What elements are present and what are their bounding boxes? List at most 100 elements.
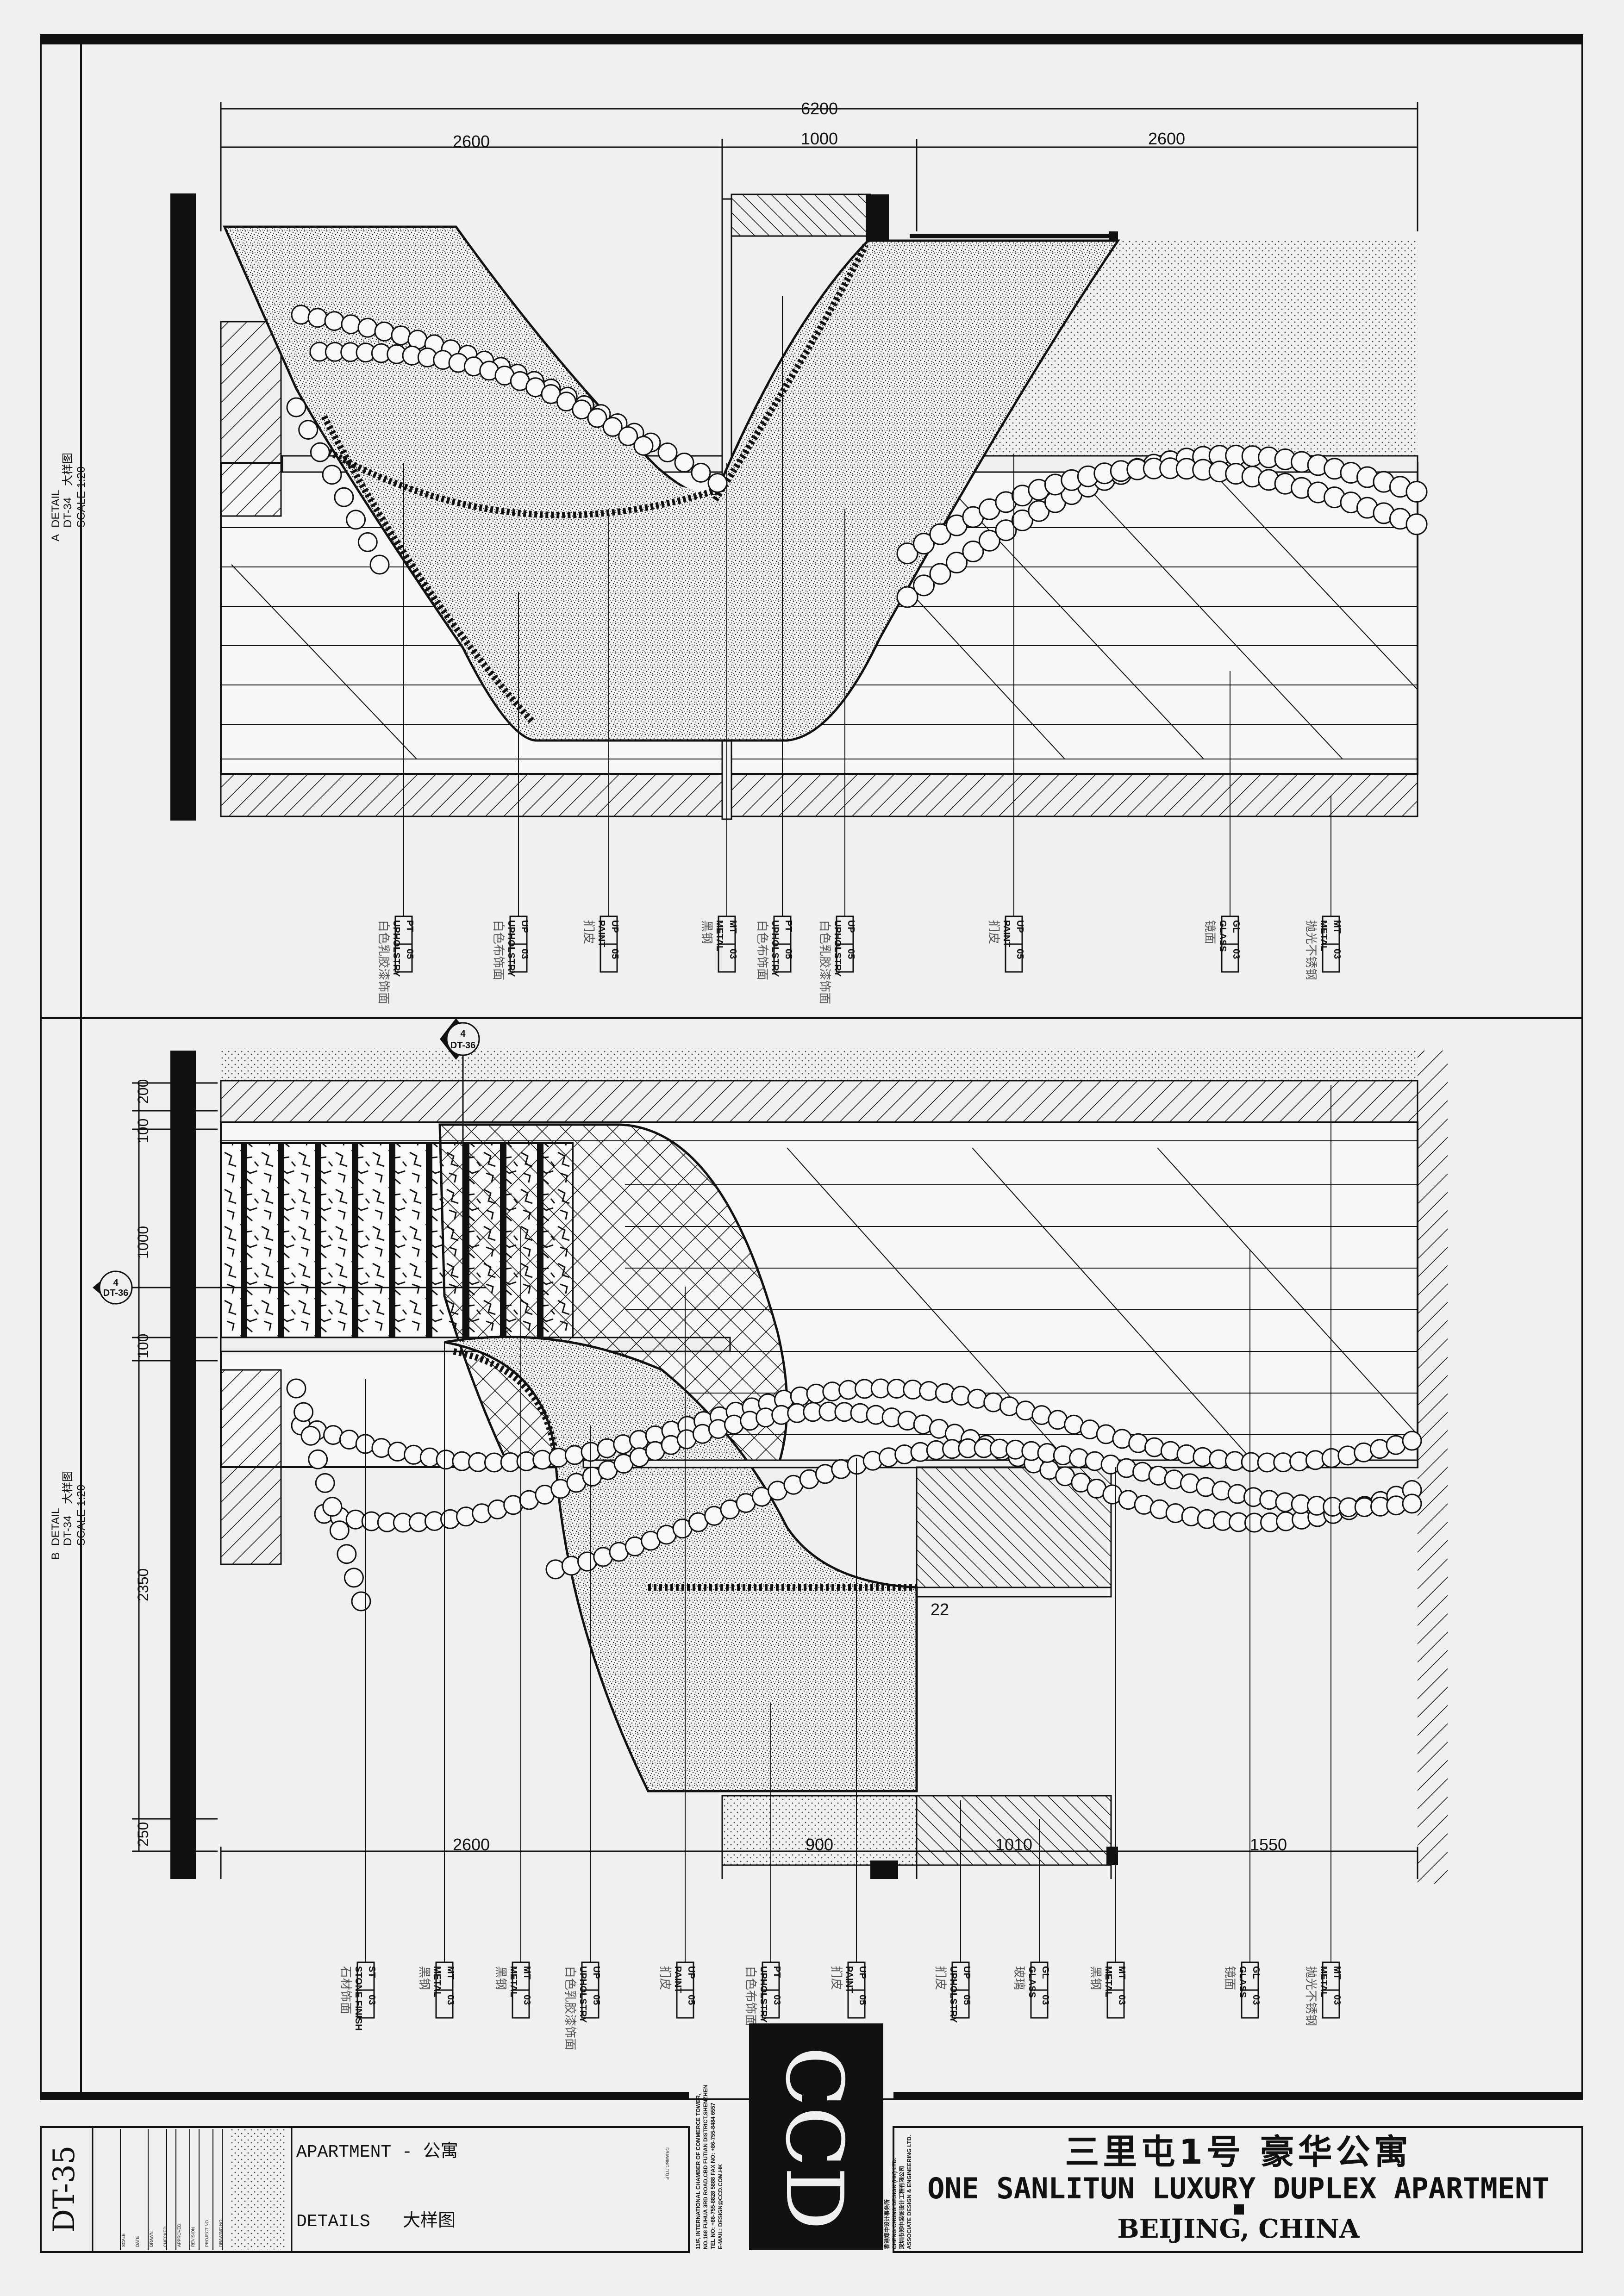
tag-name: PAINT <box>596 920 606 947</box>
project-en: ONE SANLITUN LUXURY DUPLEX APARTMENT <box>927 2172 1549 2205</box>
tag-cn: 黑钢 <box>700 920 713 944</box>
svg-text:DRAWING TITLE: DRAWING TITLE <box>665 2147 669 2180</box>
title-field-label: DRAWN <box>149 2231 154 2247</box>
tag-cn: 白色布饰面 <box>755 920 769 980</box>
tag-cn: 黑钢 <box>1088 1966 1102 1990</box>
tag-cn: 黑钢 <box>493 1966 507 1990</box>
svg-text:DETAIL: DETAIL <box>50 1508 62 1546</box>
side-label-a: DETAIL DT-34 大样图 SCALE 1:20 A <box>50 453 87 541</box>
company-info: 11/F, INTERNATIONAL CHAMBER OF COMMERCE … <box>695 2084 724 2249</box>
tag-number: 03 <box>1332 1995 1342 2005</box>
tag-cn: 白色乳胶漆饰面 <box>563 1966 577 2050</box>
tag-name: UPHOLSTRY <box>948 1966 958 2023</box>
tag-code: UP <box>686 1966 696 1979</box>
svg-text:100: 100 <box>135 1119 151 1143</box>
tag-number: 03 <box>367 1995 377 2005</box>
tag-name: PAINT <box>673 1966 683 1993</box>
dim-b-c: 1010 <box>995 1835 1032 1854</box>
title-field-label: DATE <box>135 2236 140 2247</box>
tag-code: GL <box>1231 920 1241 933</box>
svg-text:11/F, INTERNATIONAL CHAMBER OF: 11/F, INTERNATIONAL CHAMBER OF COMMERCE … <box>695 2094 701 2249</box>
details-label: DETAILS <box>296 2212 370 2232</box>
dim-left: 2600 <box>453 132 490 151</box>
tag-number: 03 <box>522 1995 532 2005</box>
small-dim: 22 <box>931 1600 949 1619</box>
sheet-number: DT-35 <box>47 2146 81 2233</box>
tag-number: 05 <box>686 1995 696 2005</box>
title-block: DT-35 SCALE DATE DRAWN CHECKED APPROVED REVIS… <box>40 2023 1583 2253</box>
svg-text:1000: 1000 <box>135 1226 151 1259</box>
dim-mid: 1000 <box>801 129 838 148</box>
tag-code: PT <box>783 920 793 932</box>
tag-code: MT <box>1332 920 1342 933</box>
svg-text:A: A <box>50 534 62 541</box>
tag-number: 03 <box>519 949 530 959</box>
tag-name: UPHOLSTRY <box>506 920 516 977</box>
tag-code: UP <box>962 1966 972 1979</box>
dim-b-a: 2600 <box>453 1835 490 1854</box>
title-field-label: PROJECT NO. <box>205 2219 209 2247</box>
tag-code: UP <box>1015 920 1025 933</box>
tag-code: MT <box>1117 1966 1127 1979</box>
tag-name: UPHOLSTRY <box>391 920 401 977</box>
dim-right: 2600 <box>1148 129 1185 148</box>
tag-code: MT <box>445 1966 456 1979</box>
side-label-b: DETAIL DT-34 大样图 SCALE 1:20 B <box>50 1471 87 1560</box>
tag-cn: 黑钢 <box>417 1966 431 1990</box>
tag-cn: 扪皮 <box>658 1966 672 1990</box>
tag-number: 05 <box>610 949 620 959</box>
title-field-label: REVISION <box>191 2227 195 2247</box>
tag-code: PT <box>405 920 415 932</box>
tag-code: MT <box>522 1966 532 1979</box>
tag-cn: 扪皮 <box>987 920 1000 944</box>
svg-text:100: 100 <box>135 1334 151 1358</box>
tag-name: UPHOLSTRY <box>770 920 780 977</box>
tag-cn: 扪皮 <box>581 920 595 944</box>
svg-text:200: 200 <box>135 1079 151 1104</box>
tag-name: METAL <box>714 920 725 951</box>
tag-name: GLASS <box>1027 1966 1037 1998</box>
tag-name: METAL <box>1103 1966 1113 1997</box>
tag-name: PAINT <box>1001 920 1012 947</box>
title-field-label: CHECKED <box>163 2226 168 2247</box>
tag-number: 05 <box>857 1995 868 2005</box>
dim-b-d: 1550 <box>1250 1835 1287 1854</box>
tag-cn: 扪皮 <box>933 1966 947 1990</box>
apartment-label: APARTMENT - 公寓 <box>296 2141 458 2162</box>
tag-cn: 镜面 <box>1203 920 1217 944</box>
tag-cn: 抛光不锈钢 <box>1304 1966 1318 2026</box>
tag-name: STONE FINISH <box>353 1966 363 2031</box>
svg-text:深圳市郑中装饰设计工程有限公司: 深圳市郑中装饰设计工程有限公司 <box>898 2166 905 2249</box>
tag-code: ST <box>367 1966 377 1978</box>
svg-text:DT-34: DT-34 <box>62 498 74 528</box>
tag-name: METAL <box>1318 1966 1329 1997</box>
svg-text:NO.168 FUHUA 3RD ROAD,CBD FUTI: NO.168 FUHUA 3RD ROAD,CBD FUTIAN DISTRIC… <box>702 2084 709 2249</box>
svg-text:DT-36: DT-36 <box>450 1040 475 1051</box>
tag-cn: 白色乳胶漆饰面 <box>818 920 831 1004</box>
svg-text:香港郑中设计事务所: 香港郑中设计事务所 <box>883 2199 890 2250</box>
tag-number: 05 <box>591 1995 601 2005</box>
svg-text:大样图: 大样图 <box>62 1471 74 1504</box>
tag-cn: 扪皮 <box>829 1966 843 1990</box>
svg-text:4: 4 <box>460 1029 466 1039</box>
tag-name: GLASS <box>1218 920 1228 952</box>
tag-number: 05 <box>405 949 415 959</box>
tag-name: UPHOLSTRY <box>578 1966 588 2023</box>
svg-text:4: 4 <box>113 1278 119 1288</box>
project-city: BEIJING, CHINA <box>1117 2214 1360 2244</box>
tag-code: UP <box>519 920 530 933</box>
